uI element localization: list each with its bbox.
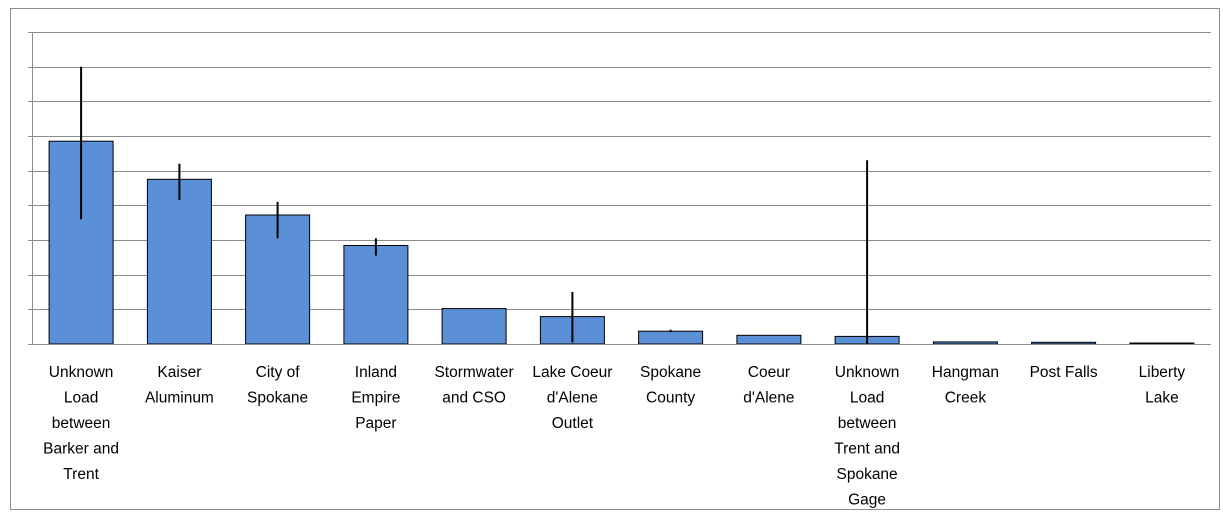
category-label-7: Spokane County — [640, 364, 701, 407]
category-label-10: Hangman Creek — [932, 364, 999, 407]
category-label-3: City of Spokane — [247, 364, 308, 407]
category-label-6: Lake Coeur d'Alene Outlet — [532, 364, 612, 432]
category-label-4: Inland Empire Paper — [351, 364, 400, 432]
category-label-1: Unknown Load between Barker and Trent — [43, 364, 119, 483]
bar-7 — [638, 330, 704, 345]
category-labels: Unknown Load between Barker and Trent Kaiser A… — [43, 364, 1185, 509]
bar-12 — [1129, 342, 1195, 345]
category-label-5: Stormwater and CSO — [434, 364, 513, 407]
bar-11 — [1031, 341, 1097, 345]
axes — [28, 32, 1211, 345]
category-label-2: Kaiser Aluminum — [145, 364, 214, 407]
bar-2 — [146, 178, 212, 345]
category-label-8: Coeur d'Alene — [743, 364, 794, 407]
category-label-11: Post Falls — [1030, 364, 1098, 381]
category-label-12: Liberty Lake — [1139, 364, 1186, 407]
category-label-9: Unknown Load between Trent and Spokane Gage — [834, 364, 900, 509]
error-bars — [80, 66, 869, 344]
bar-8 — [736, 334, 802, 345]
gridlines — [32, 32, 1211, 310]
bar-5 — [441, 308, 507, 345]
bar-10 — [932, 341, 998, 345]
bar-4 — [343, 245, 409, 345]
